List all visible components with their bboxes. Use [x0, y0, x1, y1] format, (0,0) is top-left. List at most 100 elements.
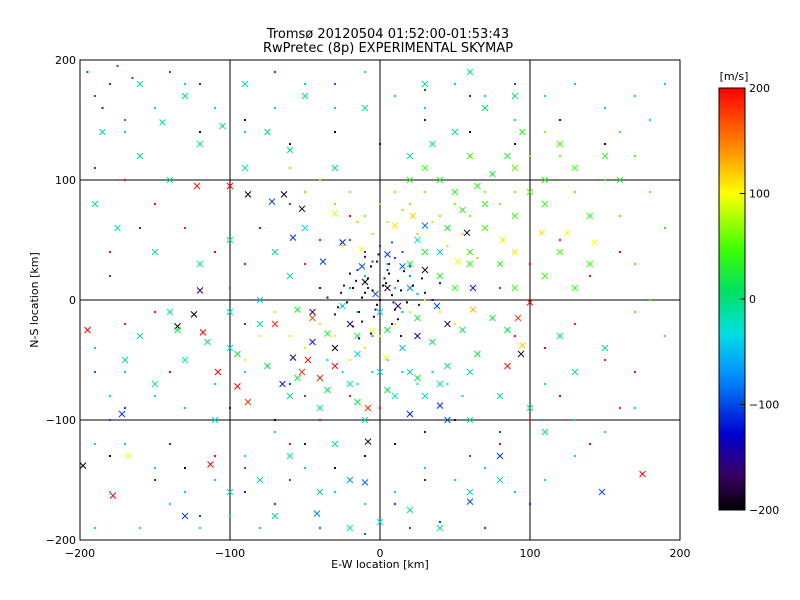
- x-marker-point: [421, 266, 429, 274]
- dot-marker-point: [514, 119, 516, 121]
- dot-marker-point: [394, 443, 396, 445]
- dot-marker-point: [400, 335, 402, 337]
- dot-marker-point: [214, 107, 216, 109]
- x-marker-point: [361, 278, 369, 286]
- x-marker-point: [481, 104, 489, 112]
- dot-marker-point: [544, 383, 546, 385]
- x-marker-point: [459, 326, 466, 334]
- x-marker-point: [136, 332, 144, 340]
- x-marker-point: [289, 354, 297, 361]
- x-marker-point: [79, 462, 87, 469]
- dot-marker-point: [424, 119, 426, 121]
- y-axis-label: N-S location [km]: [28, 252, 41, 348]
- x-marker-point: [376, 308, 384, 316]
- x-marker-point: [409, 212, 417, 220]
- dot-marker-point: [461, 395, 464, 397]
- x-marker-point: [454, 258, 462, 265]
- dot-marker-point: [574, 455, 576, 457]
- x-tick-label: 0: [377, 547, 384, 560]
- x-marker-point: [444, 224, 451, 232]
- x-marker-point: [421, 248, 429, 256]
- x-marker-point: [601, 152, 609, 160]
- dot-marker-point: [416, 293, 419, 295]
- dot-marker-point: [319, 323, 321, 325]
- x-marker-point: [541, 176, 549, 184]
- x-marker-point: [436, 248, 444, 256]
- x-marker-point: [463, 229, 471, 237]
- dot-marker-point: [364, 347, 366, 349]
- dot-marker-point: [421, 277, 423, 280]
- dot-marker-point: [514, 191, 516, 193]
- dot-marker-point: [439, 215, 441, 217]
- x-marker-point: [316, 374, 324, 382]
- dot-marker-point: [244, 131, 246, 133]
- dot-marker-point: [664, 227, 666, 229]
- x-marker-point: [406, 176, 414, 184]
- x-tick-label: −200: [65, 547, 95, 560]
- dot-marker-point: [634, 311, 636, 313]
- dot-marker-point: [94, 167, 96, 169]
- dot-marker-point: [484, 95, 486, 97]
- x-marker-point: [406, 260, 414, 268]
- dot-marker-point: [319, 287, 321, 289]
- x-marker-point: [406, 152, 414, 160]
- dot-marker-point: [337, 306, 339, 309]
- dot-marker-point: [289, 143, 291, 145]
- dot-marker-point: [377, 253, 380, 256]
- dot-marker-point: [334, 467, 336, 469]
- x-marker-point: [84, 326, 91, 334]
- x-marker-point: [280, 191, 288, 198]
- x-marker-point: [616, 176, 624, 184]
- dot-marker-point: [424, 479, 426, 481]
- x-marker-point: [346, 380, 354, 388]
- x-marker-point: [399, 344, 406, 352]
- dot-marker-point: [274, 503, 276, 505]
- x-marker-point: [309, 308, 316, 316]
- dot-marker-point: [559, 119, 561, 121]
- dot-marker-point: [379, 203, 381, 205]
- dot-marker-point: [374, 308, 377, 311]
- x-marker-point: [286, 272, 294, 280]
- dot-marker-point: [154, 203, 156, 205]
- x-marker-point: [541, 428, 549, 436]
- x-marker-point: [466, 498, 474, 505]
- x-marker-point: [244, 398, 252, 406]
- dot-marker-point: [364, 255, 366, 258]
- x-marker-point: [354, 350, 361, 358]
- x-marker-point: [556, 332, 564, 340]
- dot-marker-point: [604, 143, 606, 145]
- x-marker-point: [384, 251, 391, 258]
- x-marker-point: [399, 263, 406, 270]
- dot-marker-point: [499, 443, 501, 445]
- dot-marker-point: [484, 467, 486, 469]
- dot-marker-point: [244, 467, 246, 469]
- dot-marker-point: [319, 239, 321, 241]
- dot-marker-point: [649, 191, 651, 193]
- dot-marker-point: [469, 455, 471, 457]
- x-marker-point: [301, 224, 309, 232]
- x-marker-point: [264, 362, 271, 370]
- dot-marker-point: [589, 275, 591, 277]
- x-marker-point: [466, 260, 474, 268]
- dot-marker-point: [604, 179, 606, 181]
- dot-marker-point: [383, 277, 386, 280]
- dot-marker-point: [364, 291, 366, 294]
- x-marker-point: [294, 306, 301, 313]
- x-marker-point: [324, 386, 331, 394]
- x-marker-point: [289, 234, 297, 241]
- dot-marker-point: [409, 265, 411, 268]
- dot-marker-point: [439, 521, 441, 523]
- x-marker-point: [358, 263, 366, 270]
- x-marker-point: [414, 314, 421, 322]
- dot-marker-point: [416, 233, 419, 235]
- x-marker-point: [429, 338, 436, 346]
- x-marker-point: [384, 284, 391, 292]
- dot-marker-point: [371, 289, 374, 292]
- dot-marker-point: [259, 335, 261, 337]
- dot-marker-point: [604, 359, 606, 361]
- x-marker-point: [421, 80, 429, 88]
- dot-marker-point: [124, 119, 126, 121]
- dot-marker-point: [544, 131, 546, 133]
- dot-marker-point: [559, 155, 561, 157]
- dot-marker-point: [401, 311, 404, 313]
